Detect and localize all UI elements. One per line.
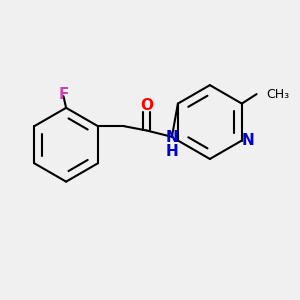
Text: O: O bbox=[140, 98, 153, 113]
Text: F: F bbox=[58, 87, 69, 102]
Text: N: N bbox=[242, 133, 254, 148]
Text: N
H: N H bbox=[166, 130, 178, 159]
Text: CH₃: CH₃ bbox=[266, 88, 289, 100]
